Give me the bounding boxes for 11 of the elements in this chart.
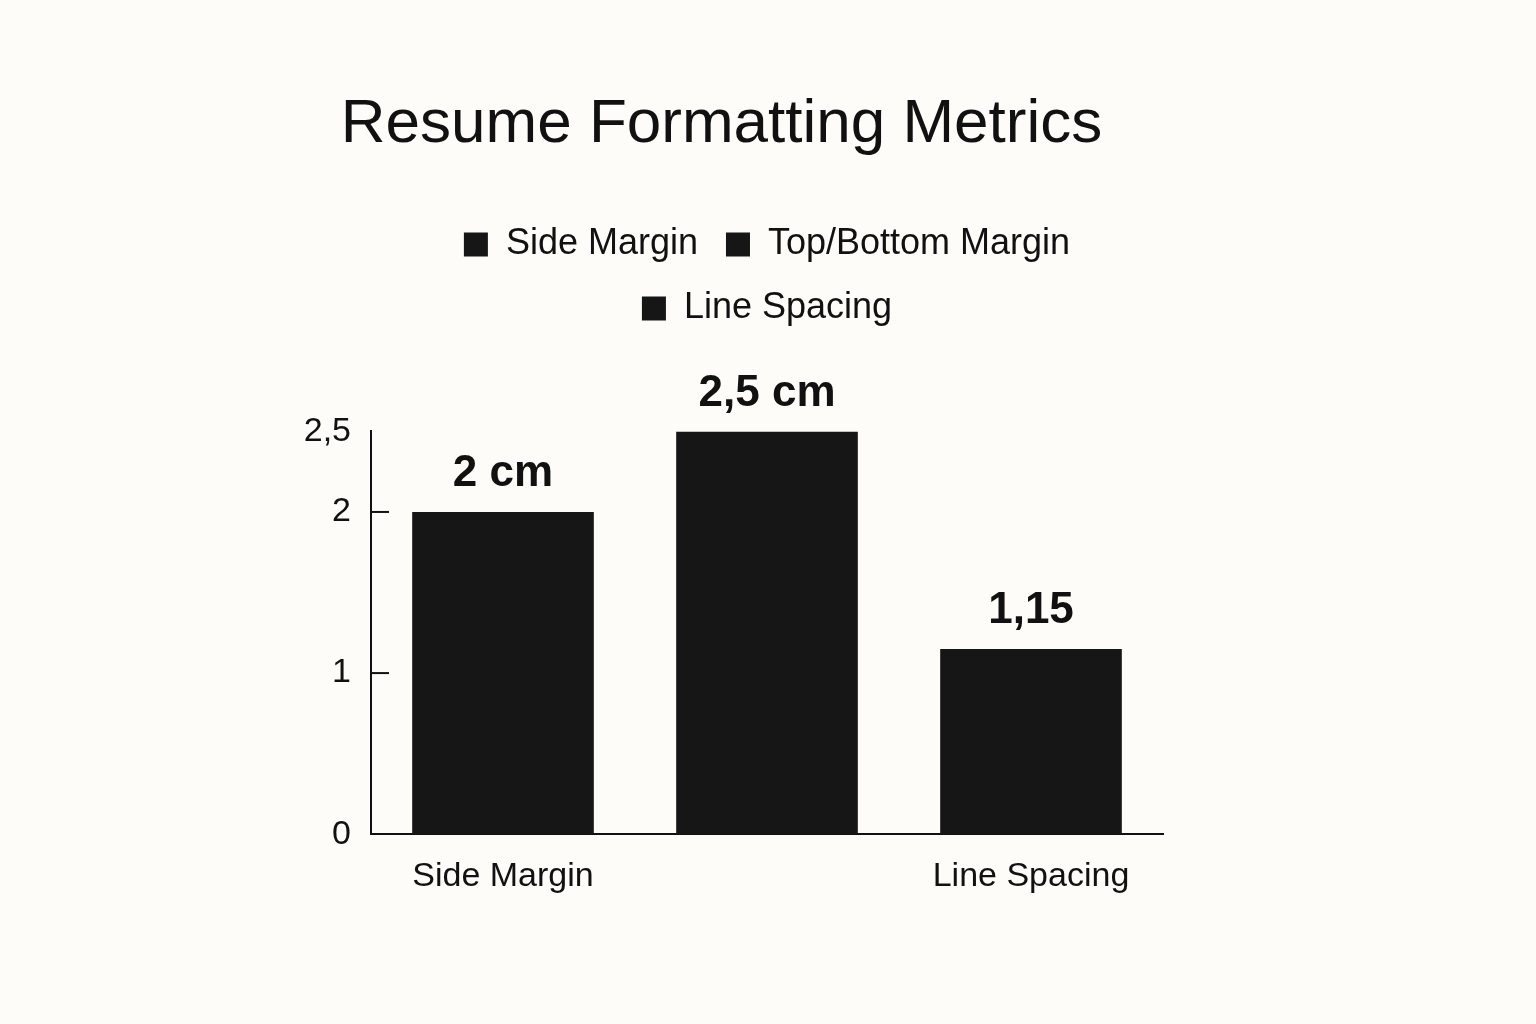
y-tick-label: 2 <box>332 490 351 529</box>
legend-label: Top/Bottom Margin <box>767 221 1071 263</box>
y-tick-label: 1 <box>332 651 351 690</box>
data-label: 1,15 <box>988 583 1074 633</box>
legend-label: Side Margin <box>505 221 698 263</box>
legend-label: Line Spacing <box>683 285 893 327</box>
data-label: 2 cm <box>452 446 554 496</box>
chart-title: Resume Formatting Metrics <box>340 86 1103 156</box>
data-label: 2,5 cm <box>698 365 836 415</box>
y-tick-label: 2,5 <box>303 409 351 448</box>
y-tick-label: 0 <box>332 812 351 851</box>
